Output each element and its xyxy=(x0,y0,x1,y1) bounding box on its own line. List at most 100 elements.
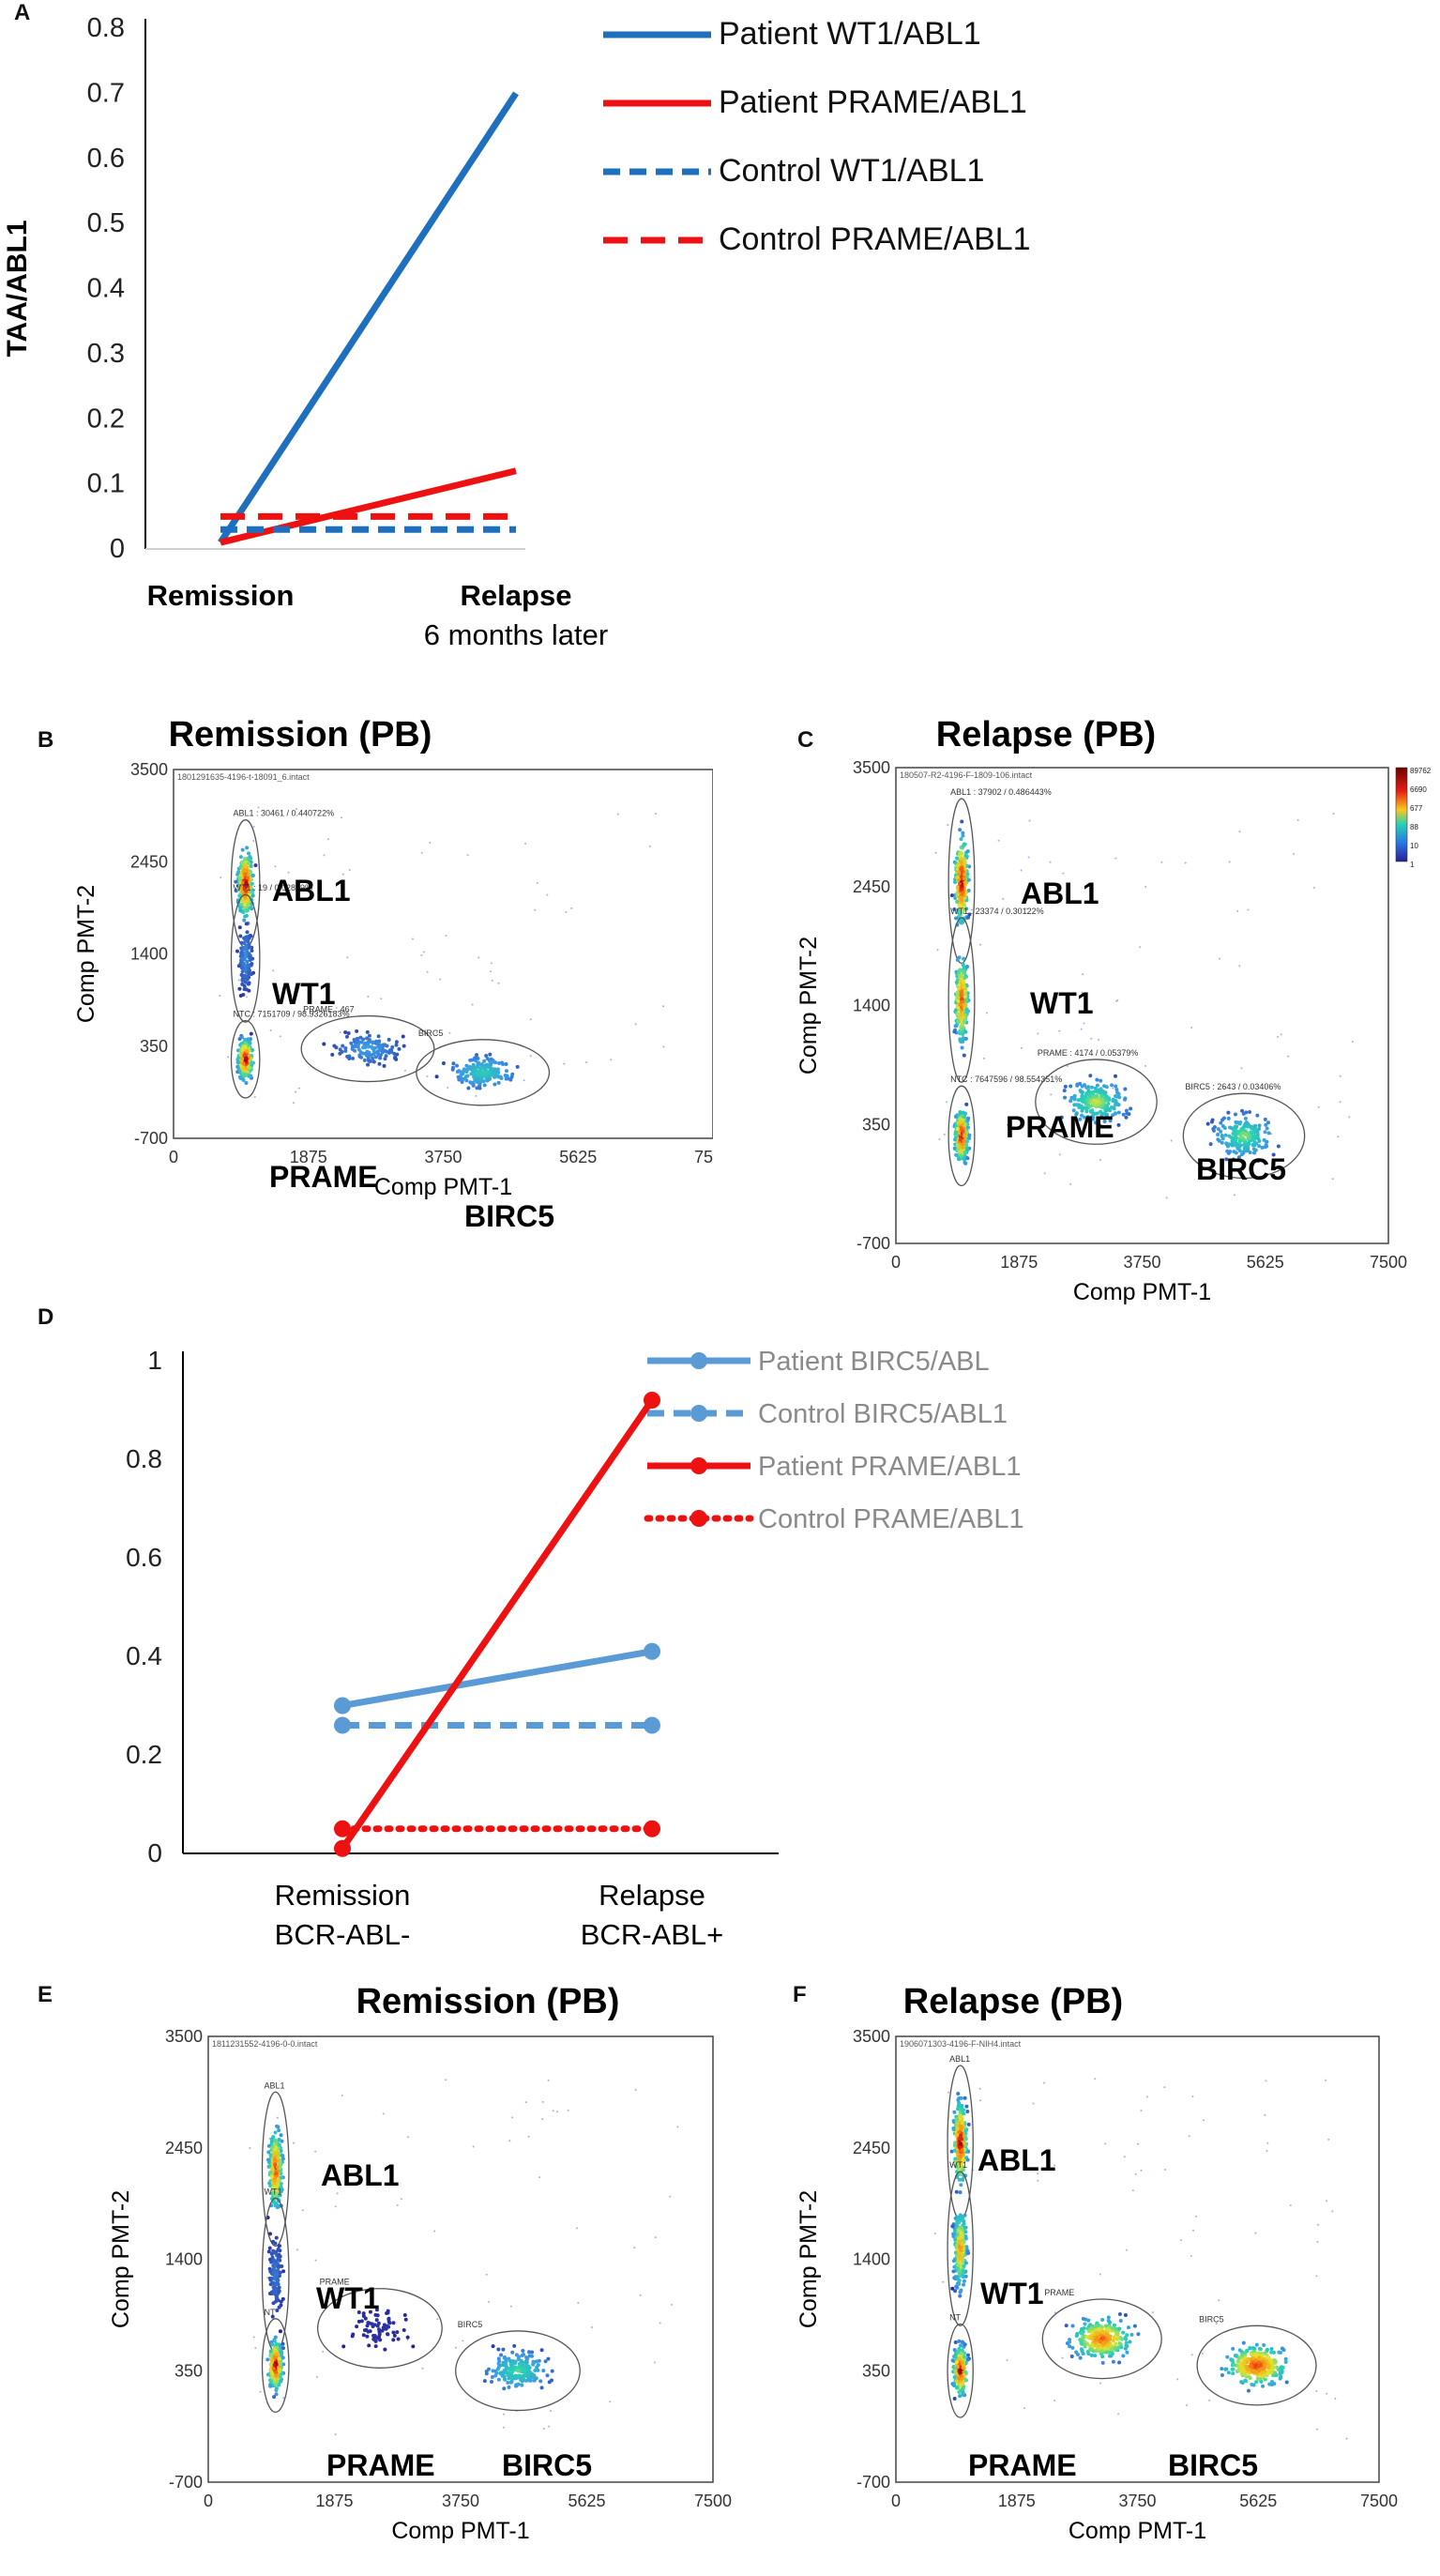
chart-c-ytick-label: 2450 xyxy=(853,877,890,896)
line-chart-panel-d: 0 0.2 0.4 0.6 0.8 1 Remission BCR-ABL- Relapse BC… xyxy=(126,1346,1024,1951)
chart-c-gate-text: WT1 : 23374 / 0.30122% xyxy=(950,907,1044,916)
chart-f-gate-text: NT xyxy=(949,2312,961,2322)
chart-a-y-axis-title: TAA/ABL1 xyxy=(2,220,33,357)
chart-c-gate-text: ABL1 : 37902 / 0.486443% xyxy=(950,787,1052,797)
chart-e-label-wt1: WT1 xyxy=(316,2281,380,2315)
chart-e-title: Remission (PB) xyxy=(356,1982,620,2021)
chart-a-legend-label: Patient PRAME/ABL1 xyxy=(719,84,1027,120)
chart-d-category-label: Relapse xyxy=(599,1879,705,1912)
chart-e-ytick-label: 350 xyxy=(174,2361,203,2380)
chart-e-plot-frame xyxy=(207,2035,714,2483)
chart-b-gate-birc5 xyxy=(416,1039,551,1106)
chart-d-legend-marker xyxy=(690,1352,707,1369)
chart-c-ytick-label: -700 xyxy=(856,1234,890,1253)
chart-f-cluster-prame xyxy=(1064,2312,1141,2365)
panel-letter-b: B xyxy=(38,727,54,753)
chart-a-ytick-label: 0.3 xyxy=(87,339,125,369)
chart-b-ytick-label: 3500 xyxy=(130,760,168,779)
chart-c-gate-text: PRAME : 4174 / 0.05379% xyxy=(1038,1048,1139,1058)
chart-f-gate-text: ABL1 xyxy=(949,2054,970,2064)
chart-b-background-events xyxy=(219,806,665,1105)
chart-a-ytick-label: 0.8 xyxy=(87,13,125,43)
chart-b-xtick-label: 1875 xyxy=(290,1148,327,1166)
chart-c-colorbar-tick: 1 xyxy=(1410,861,1415,869)
chart-d-legend-marker xyxy=(690,1405,707,1422)
chart-d-ytick-label: 0.4 xyxy=(126,1641,162,1670)
chart-c-cluster-birc5 xyxy=(1205,1108,1281,1164)
chart-b-gate-text: PRAME : 467 xyxy=(303,1005,355,1014)
chart-a-ytick-label: 0 xyxy=(110,534,125,564)
chart-a-legend-label: Patient WT1/ABL1 xyxy=(719,16,981,52)
chart-f-ytick-label: -700 xyxy=(856,2473,890,2492)
chart-c-plot-frame xyxy=(895,767,1389,1244)
chart-f-title: Relapse (PB) xyxy=(903,1982,1123,2021)
chart-d-category-sublabel: BCR-ABL+ xyxy=(581,1918,723,1951)
chart-d-series-control-birc5-abl1-point xyxy=(334,1716,351,1734)
chart-b-label-birc5: BIRC5 xyxy=(464,1199,554,1233)
chart-b-gate-text: BIRC5 xyxy=(418,1029,444,1038)
chart-b-y-axis-title: Comp PMT-2 xyxy=(73,885,99,1023)
chart-c-xtick-label: 0 xyxy=(891,1253,901,1272)
chart-f-x-axis-title: Comp PMT-1 xyxy=(1069,2518,1206,2544)
panel-letter-c: C xyxy=(797,727,814,753)
chart-c-xtick-label: 1875 xyxy=(1000,1253,1038,1272)
panel-letter-e: E xyxy=(38,1982,53,2007)
chart-c-colorbar xyxy=(1395,767,1408,862)
chart-c-label-wt1: WT1 xyxy=(1030,986,1094,1020)
chart-c-gate-text: NTC : 7647596 / 98.554351% xyxy=(950,1075,1062,1084)
chart-a-ytick-label: 0.7 xyxy=(87,78,125,108)
chart-d-series-control-prame-abl1-point xyxy=(644,1820,660,1837)
chart-e-cluster-wt1 xyxy=(266,2232,286,2319)
chart-f-ytick-label: 350 xyxy=(862,2361,890,2380)
chart-d-ytick-label: 0.8 xyxy=(126,1444,162,1473)
line-chart-panel-a: 0 0.1 0.2 0.3 0.4 0.5 0.6 0.7 0.8 TAA/ABL1 Remissi… xyxy=(2,13,1031,651)
chart-c-gate-abl1 xyxy=(947,798,976,965)
chart-d-legend-label: Control BIRC5/ABL1 xyxy=(758,1399,1008,1429)
chart-d-category-sublabel: BCR-ABL- xyxy=(275,1918,411,1951)
chart-f-ytick-label: 2450 xyxy=(853,2139,890,2157)
chart-a-category-label: Remission xyxy=(147,579,295,612)
chart-e-gate-nt xyxy=(261,2318,290,2414)
chart-e-cluster-prame xyxy=(341,2308,416,2352)
chart-b-label-abl1: ABL1 xyxy=(272,874,351,907)
chart-c-gate-wt1 xyxy=(947,917,976,1083)
chart-f-label-abl1: ABL1 xyxy=(978,2143,1056,2177)
chart-e-cluster-nt xyxy=(265,2329,286,2400)
chart-e-xtick-label: 0 xyxy=(204,2492,213,2510)
chart-e-file-header: 1811231552-4196-0-0.intact xyxy=(212,2039,318,2049)
chart-f-gate-birc5 xyxy=(1196,2324,1317,2406)
chart-f-cluster-wt1 xyxy=(950,2213,971,2298)
chart-b-cluster-birc5 xyxy=(434,1052,520,1090)
chart-c-colorbar-tick: 89762 xyxy=(1410,767,1432,775)
chart-b-gate-text: NTC : 7151709 / 98.9326183% xyxy=(233,1010,349,1019)
chart-d-series-patient-birc5-abl-point xyxy=(334,1697,351,1715)
chart-b-cluster-ntc xyxy=(235,1031,255,1085)
chart-b-ytick-label: 350 xyxy=(140,1037,168,1056)
chart-a-legend-label: Control PRAME/ABL1 xyxy=(719,221,1031,257)
chart-c-colorbar-tick: 677 xyxy=(1410,804,1423,813)
chart-a-series-patient-prame-abl1-line xyxy=(220,467,517,546)
scatter-plot-panel-e: Remission (PB) 1811231552-4196-0-0.intact… xyxy=(108,1982,732,2544)
chart-f-xtick-label: 0 xyxy=(891,2492,901,2510)
chart-e-xtick-label: 3750 xyxy=(442,2492,479,2510)
chart-c-label-prame: PRAME xyxy=(1006,1110,1114,1144)
chart-c-file-header: 180507-R2-4196-F-1809-106.intact xyxy=(900,770,1033,780)
panel-letter-a: A xyxy=(14,0,31,25)
chart-c-title: Relapse (PB) xyxy=(936,715,1156,755)
chart-d-legend-label: Patient PRAME/ABL1 xyxy=(758,1452,1021,1482)
chart-b-label-prame: PRAME xyxy=(269,1160,378,1194)
chart-b-xtick-label: 3750 xyxy=(424,1148,462,1166)
scatter-plot-panel-c: Relapse (PB) 180507-R2-4196-F-1809-106.in… xyxy=(796,715,1432,1305)
panel-letter-f: F xyxy=(793,1982,807,2007)
chart-b-gate-ntc xyxy=(230,1019,261,1099)
chart-e-label-prame: PRAME xyxy=(326,2448,435,2482)
chart-e-y-axis-title: Comp PMT-2 xyxy=(108,2190,134,2328)
chart-f-xtick-label: 7500 xyxy=(1360,2492,1398,2510)
chart-e-gate-text: NT xyxy=(265,2308,276,2317)
chart-c-gate-ntc xyxy=(947,1085,976,1187)
chart-e-gate-text: PRAME xyxy=(320,2278,350,2287)
chart-f-y-axis-title: Comp PMT-2 xyxy=(796,2190,822,2328)
chart-b-cluster-wt1 xyxy=(235,922,255,998)
chart-c-colorbar-tick: 6690 xyxy=(1410,785,1427,794)
chart-c-colorbar-tick: 10 xyxy=(1410,842,1418,850)
